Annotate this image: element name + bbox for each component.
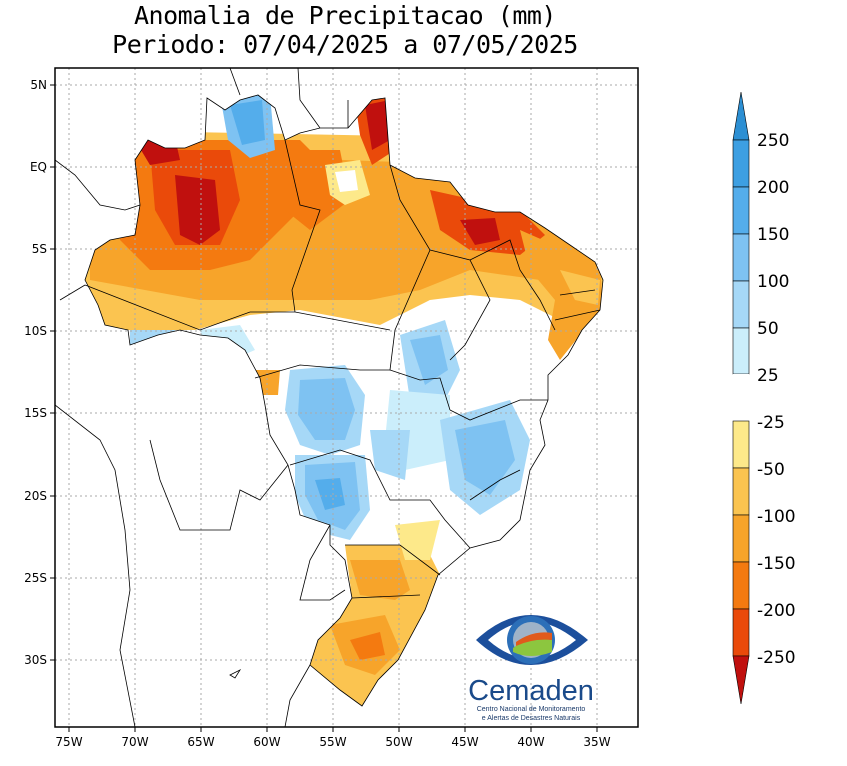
- colorbar-label: -50: [757, 460, 785, 480]
- lat-label: 10S: [24, 324, 47, 338]
- colorbar-label: -200: [757, 601, 796, 621]
- colorbar-bin: [732, 608, 750, 657]
- colorbar-label: -150: [757, 554, 796, 574]
- colorbar-bin: [732, 233, 750, 282]
- longitude-labels: 75W 70W 65W 60W 55W 50W 45W 40W 35W: [55, 735, 610, 749]
- lat-label: 30S: [24, 653, 47, 667]
- lon-label: 50W: [385, 735, 412, 749]
- lon-label: 70W: [121, 735, 148, 749]
- lon-label: 35W: [583, 735, 610, 749]
- plot-frame: [54, 67, 639, 728]
- cemaden-logo: Cemaden Centro Nacional de Monitoramento…: [468, 615, 594, 722]
- lat-label: 20S: [24, 489, 47, 503]
- colorbar-bin: [732, 186, 750, 235]
- colorbar-bin: [732, 280, 750, 329]
- logo-wordmark: Cemaden: [468, 675, 594, 707]
- colorbar-label: 25: [757, 366, 779, 386]
- colorbar-label: -25: [757, 413, 785, 433]
- logo-subtitle: e Alertas de Desastres Naturais: [482, 715, 581, 722]
- lat-label: 5S: [32, 242, 47, 256]
- lat-label: 5N: [30, 78, 47, 92]
- colorbar-labels: 250 200 150 100 50 25 -25 -50 -100 -150 …: [757, 131, 796, 668]
- colorbar-label: -100: [757, 507, 796, 527]
- colorbar-top-arrow: [732, 91, 750, 141]
- colorbar-label: 250: [757, 131, 789, 151]
- lon-label: 55W: [319, 735, 346, 749]
- lon-label: 45W: [451, 735, 478, 749]
- lon-label: 60W: [253, 735, 280, 749]
- map-title: Anomalia de Precipitacao (mm): [134, 1, 557, 30]
- colorbar-label: -250: [757, 648, 796, 668]
- colorbar-label: 50: [757, 319, 779, 339]
- colorbar-label: 150: [757, 225, 789, 245]
- colorbar-label: 200: [757, 178, 789, 198]
- colorbar-bin: [732, 327, 750, 375]
- lon-label: 40W: [517, 735, 544, 749]
- lat-label: 15S: [24, 406, 47, 420]
- colorbar-label: 100: [757, 272, 789, 292]
- map-period: Periodo: 07/04/2025 a 07/05/2025: [112, 30, 578, 59]
- lon-label: 75W: [55, 735, 82, 749]
- logo-subtitle: Centro Nacional de Monitoramento: [477, 706, 586, 713]
- colorbar: [732, 91, 750, 705]
- colorbar-bin: [732, 139, 750, 188]
- gridlines: [55, 68, 638, 727]
- political-boundaries: [55, 68, 604, 727]
- axis-ticks: [50, 84, 598, 732]
- colorbar-bin: [733, 374, 749, 421]
- lat-label: EQ: [30, 160, 47, 174]
- lat-label: 25S: [24, 571, 47, 585]
- colorbar-bottom-arrow: [732, 655, 750, 705]
- latitude-labels: 5N EQ 5S 10S 15S 20S 25S 30S: [24, 78, 47, 667]
- lon-label: 65W: [187, 735, 214, 749]
- colorbar-bin: [732, 561, 750, 610]
- colorbar-bin: [732, 467, 750, 516]
- colorbar-bin: [732, 514, 750, 563]
- colorbar-bin: [732, 420, 750, 469]
